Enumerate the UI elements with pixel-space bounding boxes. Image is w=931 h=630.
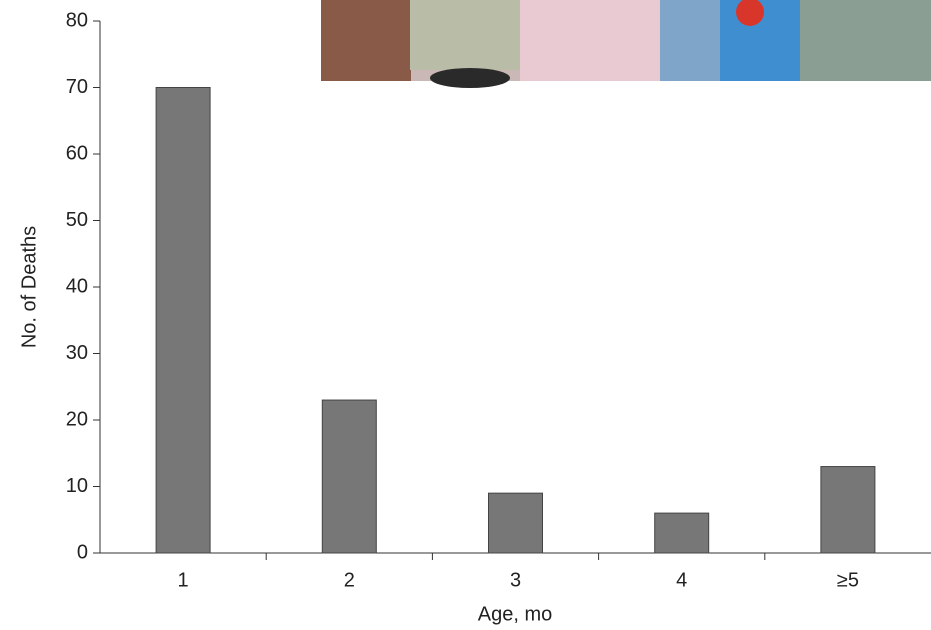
bar [655, 513, 709, 553]
y-tick-label: 80 [66, 9, 88, 31]
x-tick-label: 4 [676, 569, 687, 591]
page: No. of Deaths Age, mo 0 10 20 30 40 50 60 70 80 1… [0, 0, 931, 630]
x-tick-label: 3 [510, 569, 521, 591]
y-tick-label: 20 [66, 408, 88, 430]
y-tick-label: 30 [66, 342, 88, 364]
photo-hair [430, 68, 510, 88]
photo-arm [321, 0, 411, 81]
photo-cloth [410, 0, 520, 70]
y-axis-label: No. of Deaths [18, 226, 40, 348]
y-tick-label: 40 [66, 275, 88, 297]
photo-blanket [520, 0, 660, 81]
y-tick-label: 10 [66, 475, 88, 497]
bar [821, 467, 875, 553]
x-axis-label: Age, mo [478, 603, 552, 625]
y-tick-label: 50 [66, 209, 88, 231]
x-tick-label: 2 [344, 569, 355, 591]
x-tick-label: 1 [178, 569, 189, 591]
photo-plastic [800, 0, 931, 81]
y-tick-label: 70 [66, 76, 88, 98]
photo-inset [321, 0, 931, 88]
chart: No. of Deaths Age, mo 0 10 20 30 40 50 60 70 80 1… [0, 0, 931, 630]
x-tick-label: ≥5 [837, 569, 859, 591]
y-tick-label: 60 [66, 142, 88, 164]
bar [156, 88, 210, 554]
photo-pattern [660, 0, 720, 81]
y-tick-label: 0 [77, 541, 88, 563]
bar [489, 493, 543, 553]
bar [322, 400, 376, 553]
